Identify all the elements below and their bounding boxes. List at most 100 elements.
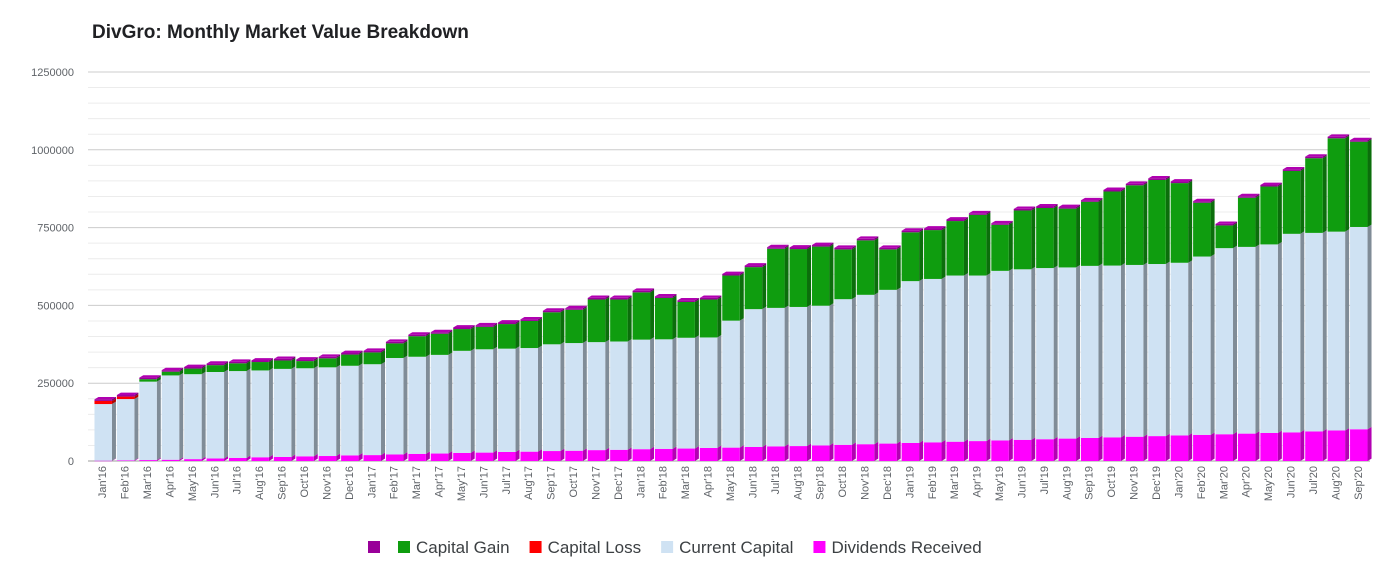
bar-top-face <box>475 322 498 326</box>
bar-top-face <box>1193 198 1215 202</box>
x-tick-label: Dec'18 <box>882 466 894 500</box>
bar-top-face <box>341 350 363 354</box>
bar-top-cap-side <box>179 367 184 372</box>
bar-current-capital <box>94 404 112 461</box>
bar-capital-gain <box>1058 208 1077 268</box>
x-tick-label: Oct'16 <box>299 466 311 497</box>
bar-dividends-received <box>1058 438 1077 461</box>
y-tick-label: 750000 <box>37 223 74 235</box>
bar-top-cap <box>251 360 269 363</box>
bar-top-cap-side <box>807 245 812 250</box>
bar-top-cap-side <box>1098 197 1103 202</box>
bar-dividends-received <box>924 442 942 461</box>
bar-stack <box>1215 221 1238 461</box>
bar-stack <box>1036 204 1058 461</box>
bar-dividends-received-side <box>201 456 206 461</box>
x-tick-label: Jul'20 <box>1308 466 1320 494</box>
bar-capital-gain-side <box>1098 199 1103 266</box>
bar-capital-gain-side <box>762 264 767 310</box>
bar-dividends-received-side <box>1008 438 1013 461</box>
bar-stack <box>587 295 610 461</box>
bar-current-capital-side <box>403 355 408 455</box>
bar-current-capital-side <box>537 345 542 452</box>
bar-dividends-received-side <box>1098 435 1103 461</box>
bar-top-face <box>1282 167 1305 170</box>
x-axis: Jan'16 Feb'16 Mar'16 Apr'16 May'16 Jun'16 Jul'… <box>97 466 1365 501</box>
bar-capital-gain <box>542 312 561 345</box>
bar-capital-gain <box>879 249 897 290</box>
bar-top-face <box>1260 182 1282 185</box>
x-tick-label: Jul'17 <box>501 466 513 494</box>
bar-dividends-received-side <box>336 453 341 461</box>
bar-capital-gain-side <box>1255 195 1260 247</box>
bar-top-face <box>722 271 744 274</box>
bar-capital-gain-side <box>582 307 587 344</box>
bar-stack <box>1013 206 1036 461</box>
bar-dividends-received <box>632 449 651 461</box>
bar-capital-gain <box>161 371 180 376</box>
bar-top-cap <box>1058 207 1077 209</box>
bar-top-cap-side <box>1210 198 1215 203</box>
bar-capital-gain <box>924 230 942 279</box>
x-tick-label: May'17 <box>456 466 468 501</box>
bar-top-face <box>453 325 475 328</box>
bar-capital-gain-side <box>851 246 856 300</box>
bar-top-cap <box>744 265 763 268</box>
bar-current-capital <box>879 289 897 444</box>
bar-stack <box>1327 134 1350 461</box>
bar-top-cap <box>1282 169 1301 171</box>
bar-top-face <box>1036 204 1058 207</box>
bar-top-cap-side <box>1345 134 1350 139</box>
bar-dividends-received-side <box>179 457 184 461</box>
bar-capital-gain-side <box>1233 223 1238 249</box>
bar-capital-gain <box>632 292 651 340</box>
legend-swatch <box>368 541 380 553</box>
bar-dividends-received-side <box>291 454 296 461</box>
x-tick-label: Jun'17 <box>478 466 490 498</box>
bar-dividends-received <box>228 457 247 461</box>
bar-top-face <box>498 320 520 323</box>
bar-top-cap-side <box>560 308 565 313</box>
bar-current-capital-side <box>582 340 587 451</box>
bar-dividends-received <box>1125 436 1144 461</box>
bar-dividends-received-side <box>986 438 991 461</box>
bar-current-capital <box>901 281 920 443</box>
bar-top-face <box>632 288 655 291</box>
bar-dividends-received-side <box>448 451 453 461</box>
bar-capital-gain <box>856 240 875 295</box>
bar-current-capital <box>251 370 269 458</box>
bar-current-capital-side <box>470 348 475 453</box>
x-tick-label: Feb'17 <box>389 466 401 499</box>
x-tick-label: Jan'17 <box>366 466 378 498</box>
bar-current-capital <box>946 275 964 442</box>
bar-top-face <box>1327 134 1350 137</box>
bar-current-capital <box>1193 256 1211 435</box>
x-tick-label: Oct'17 <box>568 466 580 497</box>
bar-top-face <box>968 210 991 214</box>
bar-current-capital <box>1215 248 1234 435</box>
bar-top-face <box>542 308 565 311</box>
bar-current-capital <box>1282 233 1301 433</box>
bar-stack <box>1170 179 1193 461</box>
x-tick-label: Feb'16 <box>120 466 132 499</box>
bar-dividends-received-side <box>1031 437 1036 461</box>
bar-top-face <box>1237 193 1260 197</box>
bar-top-cap-side <box>1053 204 1058 208</box>
bar-current-capital-side <box>358 363 363 456</box>
legend-label: Capital Gain <box>416 538 510 557</box>
bar-dividends-received <box>1350 429 1368 461</box>
bar-stack <box>1305 154 1327 461</box>
bar-dividends-received-side <box>672 446 677 461</box>
bar-capital-gain-side <box>313 358 318 369</box>
bar-current-capital <box>430 354 449 454</box>
bar-top-cap-side <box>941 226 946 231</box>
bar-capital-gain-side <box>448 331 453 355</box>
bar-stack <box>856 236 879 461</box>
bar-capital-gain-side <box>493 324 498 350</box>
x-tick-label: Mar'20 <box>1218 466 1230 499</box>
bar-top-cap-side <box>739 271 744 276</box>
bar-top-cap-side <box>963 217 968 222</box>
bar-top-cap-side <box>201 364 206 369</box>
bar-current-capital <box>565 343 583 451</box>
bar-stack <box>520 317 542 461</box>
